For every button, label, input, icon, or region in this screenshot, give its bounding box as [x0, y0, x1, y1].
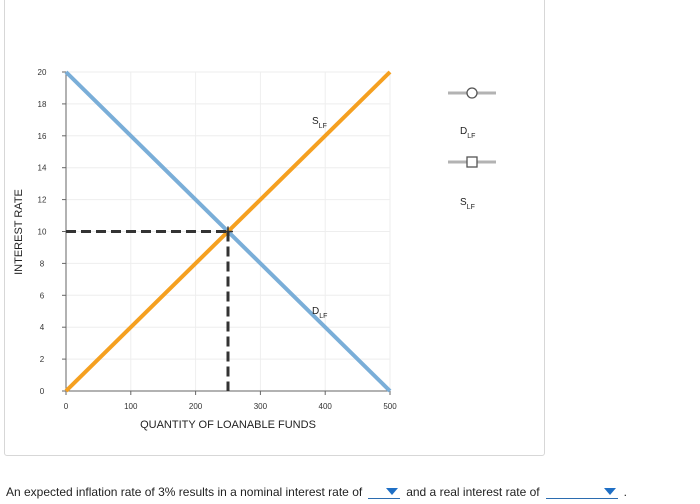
x-tick-label: 300	[254, 402, 268, 411]
demand-label-main: D	[312, 306, 319, 317]
circle-handle-icon[interactable]	[466, 87, 478, 99]
y-tick-label: 18	[38, 100, 47, 109]
x-tick-label: 400	[319, 402, 333, 411]
legend-demand-main: D	[460, 126, 467, 137]
equilibrium-lines	[66, 226, 233, 391]
supply-curve-label: SLF	[312, 116, 327, 130]
question-part2: and a real interest rate of	[406, 484, 540, 499]
nominal-rate-dropdown[interactable]	[368, 484, 401, 499]
dropdown-caret-icon[interactable]	[603, 488, 616, 495]
question-part1: An expected inflation rate of 3% results…	[6, 484, 363, 499]
grid	[66, 71, 391, 391]
legend-supply-label: SLF	[460, 197, 475, 211]
legend-demand-sub: LF	[467, 133, 475, 140]
legend-supply-sub: LF	[467, 204, 475, 211]
y-tick-label: 4	[40, 323, 45, 332]
y-axis-title: INTEREST RATE	[13, 189, 25, 275]
graph-panel	[4, 0, 545, 456]
legend-demand-tool[interactable]	[448, 87, 496, 99]
supply-label-sub: LF	[319, 123, 327, 130]
x-tick-label: 500	[383, 402, 397, 411]
legend-supply-tool[interactable]	[448, 156, 496, 168]
y-tick-label: 0	[40, 387, 45, 396]
loanable-funds-graph: 0 2 4 6 8 10 12 14 16 18 20 0 100 200 300 400 500 INTER…	[13, 68, 496, 431]
dropdown-caret-icon[interactable]	[386, 488, 399, 495]
x-tick-label: 0	[64, 402, 69, 411]
y-tick-label: 16	[38, 132, 47, 141]
x-axis-title: QUANTITY OF LOANABLE FUNDS	[140, 419, 316, 431]
question-text: An expected inflation rate of 3% results…	[6, 484, 627, 499]
question-end: .	[623, 484, 627, 499]
x-tick-labels: 0 100 200 300 400 500	[64, 391, 397, 411]
y-tick-label: 8	[40, 259, 45, 268]
real-rate-dropdown[interactable]	[545, 484, 618, 499]
demand-label-sub: LF	[319, 313, 327, 320]
y-tick-labels: 0 2 4 6 8 10 12 14 16 18 20	[38, 68, 66, 396]
legend-demand-label: DLF	[460, 126, 475, 140]
y-tick-label: 14	[38, 164, 47, 173]
y-tick-label: 2	[40, 355, 45, 364]
y-tick-label: 12	[38, 196, 47, 205]
y-tick-label: 10	[38, 228, 47, 237]
equilibrium-point-icon[interactable]	[223, 226, 233, 237]
x-tick-label: 100	[124, 402, 138, 411]
supply-label-main: S	[312, 116, 319, 127]
y-tick-label: 6	[40, 291, 45, 300]
legend-supply-main: S	[460, 197, 467, 208]
x-tick-label: 200	[189, 402, 203, 411]
y-tick-label: 20	[38, 68, 47, 77]
square-handle-icon[interactable]	[466, 156, 478, 168]
demand-curve-label: DLF	[312, 306, 327, 320]
